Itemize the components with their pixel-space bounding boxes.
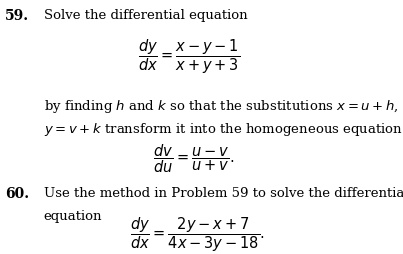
Text: 59.: 59.	[5, 9, 29, 23]
Text: $\dfrac{dv}{du} = \dfrac{u - v}{u + v}.$: $\dfrac{dv}{du} = \dfrac{u - v}{u + v}.$	[153, 142, 234, 175]
Text: $\dfrac{dy}{dx} = \dfrac{2y - x + 7}{4x - 3y - 18}.$: $\dfrac{dy}{dx} = \dfrac{2y - x + 7}{4x …	[130, 216, 265, 254]
Text: 60.: 60.	[5, 187, 29, 201]
Text: $\dfrac{dy}{dx} = \dfrac{x - y - 1}{x + y + 3}$: $\dfrac{dy}{dx} = \dfrac{x - y - 1}{x + …	[138, 38, 241, 76]
Text: Use the method in Problem 59 to solve the differential: Use the method in Problem 59 to solve th…	[44, 187, 403, 200]
Text: Solve the differential equation: Solve the differential equation	[44, 9, 247, 22]
Text: $y = v + k$ transform it into the homogeneous equation: $y = v + k$ transform it into the homoge…	[44, 121, 403, 138]
Text: by finding $h$ and $k$ so that the substitutions $x = u + h$,: by finding $h$ and $k$ so that the subst…	[44, 98, 398, 115]
Text: equation: equation	[44, 210, 102, 223]
